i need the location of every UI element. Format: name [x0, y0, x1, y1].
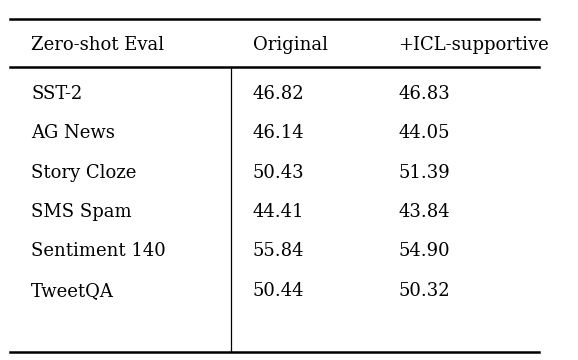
Text: 54.90: 54.90 [398, 242, 450, 260]
Text: 44.05: 44.05 [398, 124, 450, 142]
Text: 51.39: 51.39 [398, 163, 450, 181]
Text: Sentiment 140: Sentiment 140 [31, 242, 166, 260]
Text: 43.84: 43.84 [398, 203, 450, 221]
Text: SST-2: SST-2 [31, 85, 83, 103]
Text: 50.44: 50.44 [253, 282, 304, 300]
Text: 55.84: 55.84 [253, 242, 304, 260]
Text: 50.43: 50.43 [253, 163, 304, 181]
Text: Story Cloze: Story Cloze [31, 163, 136, 181]
Text: AG News: AG News [31, 124, 115, 142]
Text: 46.14: 46.14 [253, 124, 304, 142]
Text: 46.83: 46.83 [398, 85, 450, 103]
Text: SMS Spam: SMS Spam [31, 203, 132, 221]
Text: 46.82: 46.82 [253, 85, 304, 103]
Text: 50.32: 50.32 [398, 282, 450, 300]
Text: +ICL-supportive: +ICL-supportive [398, 36, 549, 54]
Text: TweetQA: TweetQA [31, 282, 114, 300]
Text: 44.41: 44.41 [253, 203, 304, 221]
Text: Original: Original [253, 36, 328, 54]
Text: Zero-shot Eval: Zero-shot Eval [31, 36, 164, 54]
